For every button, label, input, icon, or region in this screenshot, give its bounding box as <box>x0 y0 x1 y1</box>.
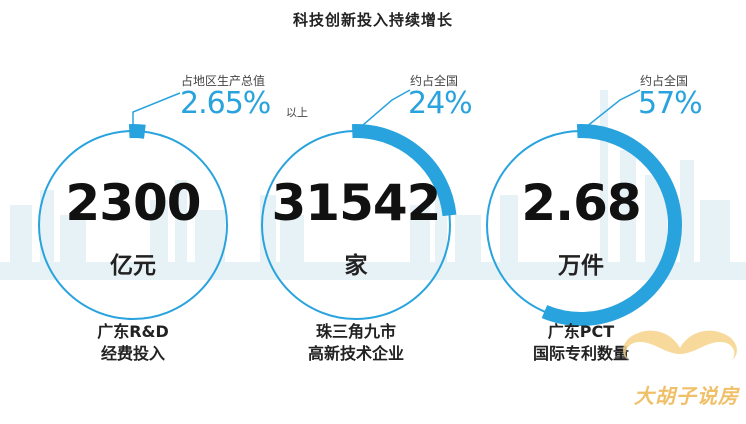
chart-title: 科技创新投入持续增长 <box>292 11 453 29</box>
stat-value-1: 2300 <box>65 174 201 232</box>
stat-label-1: 广东R&D 经费投入 <box>43 321 223 365</box>
leader-line-1 <box>132 92 181 131</box>
mustache-logo <box>623 330 737 360</box>
watermark-text: 大胡子说房 <box>634 384 739 408</box>
stat-label-1-line2: 经费投入 <box>100 344 165 363</box>
leader-line-2 <box>355 89 411 132</box>
stat-value-3: 2.68 <box>521 174 641 232</box>
stat-caption-3: 约占全国 <box>640 74 689 88</box>
share-arc-2 <box>351 124 457 217</box>
stat-label-2-line2: 高新技术企业 <box>307 344 404 363</box>
share-arc-3 <box>541 124 682 326</box>
stat-label-3: 广东PCT 国际专利数量 <box>491 321 671 365</box>
stat-unit-3: 万件 <box>558 253 604 279</box>
share-arc-1 <box>128 124 146 139</box>
stat-unit-1: 亿元 <box>110 253 156 279</box>
stat-percent-3: 57% <box>638 86 703 121</box>
stat-label-1-line1: 广东R&D <box>97 322 169 341</box>
stat-label-3-line2: 国际专利数量 <box>532 344 629 363</box>
stat-caption-1: 占地区生产总值 <box>181 74 266 88</box>
stat-caption-2: 约占全国 <box>410 74 459 88</box>
stat-label-2-line1: 珠三角九市 <box>315 322 396 341</box>
stat-suffix-1: 以上 <box>286 106 308 119</box>
stat-percent-2: 24% <box>408 86 473 121</box>
stat-unit-2: 家 <box>344 253 368 279</box>
leader-line-3 <box>580 89 641 132</box>
stat-label-3-line1: 广东PCT <box>547 322 615 341</box>
stat-percent-1: 2.65% <box>180 86 271 121</box>
stat-label-2: 珠三角九市 高新技术企业 <box>266 321 446 365</box>
stat-value-2: 31542 <box>271 174 442 232</box>
